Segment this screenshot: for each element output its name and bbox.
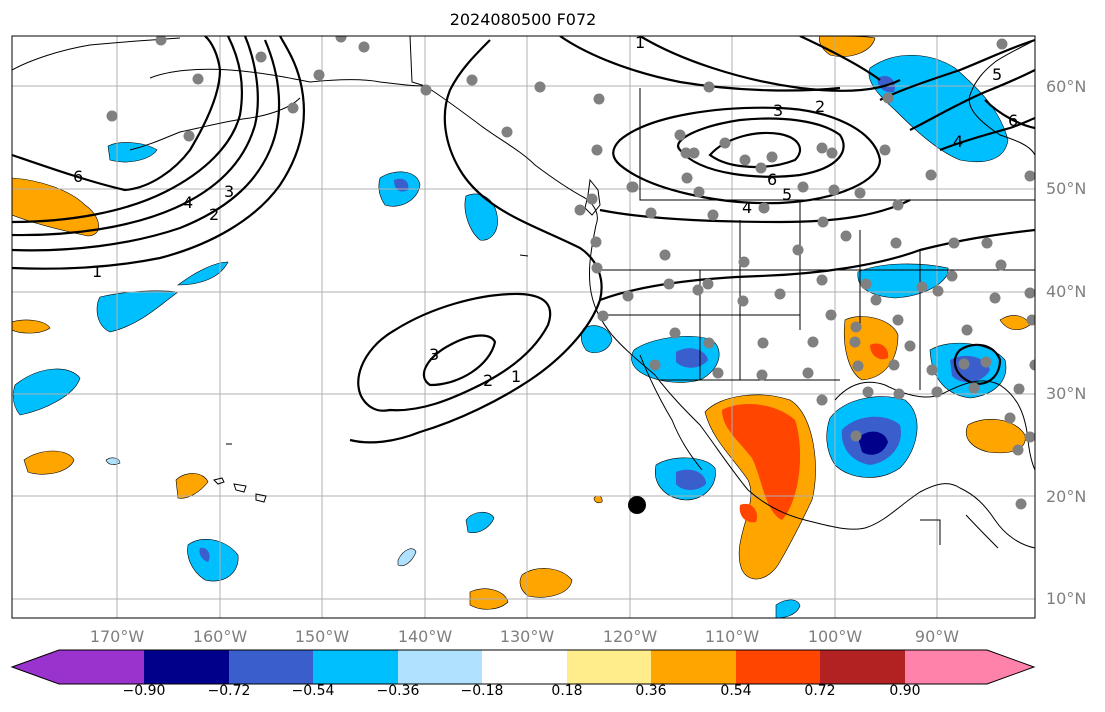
colorbar-tick-label: −0.54 [291, 683, 335, 699]
map-area: 1 2 3 4 6 1 2 3 1 2 3 4 5 6 5 6 4 [12, 33, 1035, 618]
contour-labels: 1 2 3 4 6 1 2 3 1 2 3 4 5 6 5 6 4 [73, 33, 1018, 390]
lon-label: 110°W [704, 627, 760, 646]
storm-marker [628, 496, 646, 514]
contour-label: 6 [1008, 111, 1018, 130]
colorbar-tick-label: 0.54 [720, 683, 752, 699]
colorbar-tick-label: 0.72 [804, 683, 836, 699]
lon-label: 170°W [89, 627, 145, 646]
colorbar-segment [820, 650, 905, 684]
contour-label: 2 [483, 371, 493, 390]
colorbar-segment [651, 650, 736, 684]
colorbar-segment [482, 650, 567, 684]
colorbar-segment [567, 650, 651, 684]
graticule [12, 36, 1035, 618]
colorbar-tick-label: 0.36 [635, 683, 667, 699]
colorbar-tick-label: 0.18 [551, 683, 583, 699]
colorbar-segment [736, 650, 820, 684]
colorbar-tick-label: −0.18 [460, 683, 504, 699]
lat-label: 20°N [1046, 487, 1087, 506]
contour-label: 6 [73, 167, 83, 186]
lon-label: 120°W [602, 627, 658, 646]
lat-label: 60°N [1046, 77, 1087, 96]
lon-label: 160°W [192, 627, 248, 646]
contour-label: 4 [183, 193, 193, 212]
station-markers [106, 36, 1035, 510]
contour-label: 1 [635, 33, 645, 52]
colorbar-outline [10, 649, 1036, 685]
lat-label: 50°N [1046, 179, 1087, 198]
contour-label: 1 [92, 262, 102, 281]
colorbar-tick-label: −0.36 [376, 683, 420, 699]
lon-label: 90°W [914, 627, 960, 646]
colorbar-segment [229, 650, 313, 684]
colorbar-tick-label: 0.90 [889, 683, 921, 699]
colorbar-segment [905, 650, 987, 684]
lon-label: 140°W [397, 627, 453, 646]
contour-label: 3 [224, 182, 234, 201]
contour-label: 6 [767, 170, 777, 189]
contour-label: 2 [209, 205, 219, 224]
colorbar-segment [59, 650, 144, 684]
contour-label: 2 [815, 97, 825, 116]
colorbar [10, 649, 1036, 685]
lon-label: 100°W [807, 627, 863, 646]
contour-label: 3 [773, 101, 783, 120]
colorbar-low-extension [12, 650, 59, 684]
islands [213, 254, 529, 503]
colorbar-high-extension [987, 650, 1034, 684]
contour-label: 4 [742, 198, 752, 217]
lat-label: 30°N [1046, 384, 1087, 403]
lat-label: 40°N [1046, 282, 1087, 301]
contour-label: 3 [429, 345, 439, 364]
lon-label: 130°W [499, 627, 555, 646]
lat-label: 10°N [1046, 589, 1087, 608]
contour-label: 4 [953, 132, 963, 151]
contour-label: 1 [511, 367, 521, 386]
map-title: 2024080500 F072 [449, 10, 597, 29]
contour-label: 5 [782, 185, 792, 204]
colorbar-tick-label: −0.72 [207, 683, 251, 699]
lon-label: 150°W [294, 627, 350, 646]
colorbar-segment [144, 650, 229, 684]
colorbar-tick-label: −0.90 [122, 683, 166, 699]
colorbar-segment [313, 650, 398, 684]
map-frame [11, 35, 1036, 619]
contours [12, 36, 1035, 444]
contour-label: 5 [992, 65, 1002, 84]
colorbar-segment [398, 650, 482, 684]
